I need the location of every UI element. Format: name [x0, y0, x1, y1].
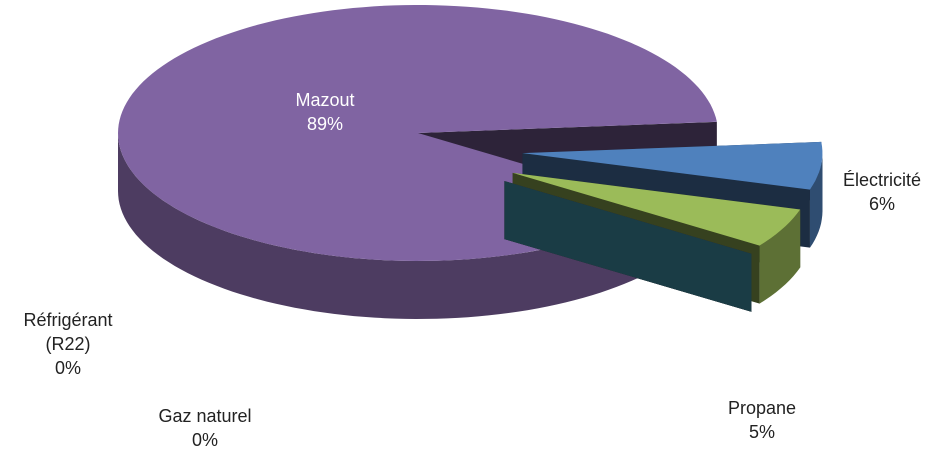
slice-label: Mazout 89% — [275, 88, 375, 136]
slice-top — [522, 141, 823, 190]
slice-cut-face — [504, 181, 752, 312]
slice-side — [759, 209, 801, 304]
value-label: 0% — [54, 358, 81, 378]
category-label: Réfrigérant (R22) — [23, 310, 113, 354]
category-label: Propane — [727, 398, 797, 418]
slice-label: Réfrigérant (R22) 0% — [8, 308, 128, 380]
slice-label: Propane 5% — [707, 396, 817, 444]
slice — [504, 181, 752, 312]
value-label: 89% — [306, 114, 344, 134]
category-label: Gaz naturel — [158, 406, 252, 426]
slice-top — [512, 172, 801, 246]
value-label: 5% — [748, 422, 775, 442]
slice-side — [118, 133, 665, 319]
slice-label: Électricité 6% — [817, 168, 943, 216]
value-label: 6% — [868, 194, 895, 214]
value-label: 0% — [191, 430, 218, 450]
category-label: Mazout — [295, 90, 355, 110]
slice-label: Gaz naturel 0% — [140, 404, 270, 452]
category-label: Électricité — [842, 170, 922, 190]
slice-side — [810, 153, 823, 248]
